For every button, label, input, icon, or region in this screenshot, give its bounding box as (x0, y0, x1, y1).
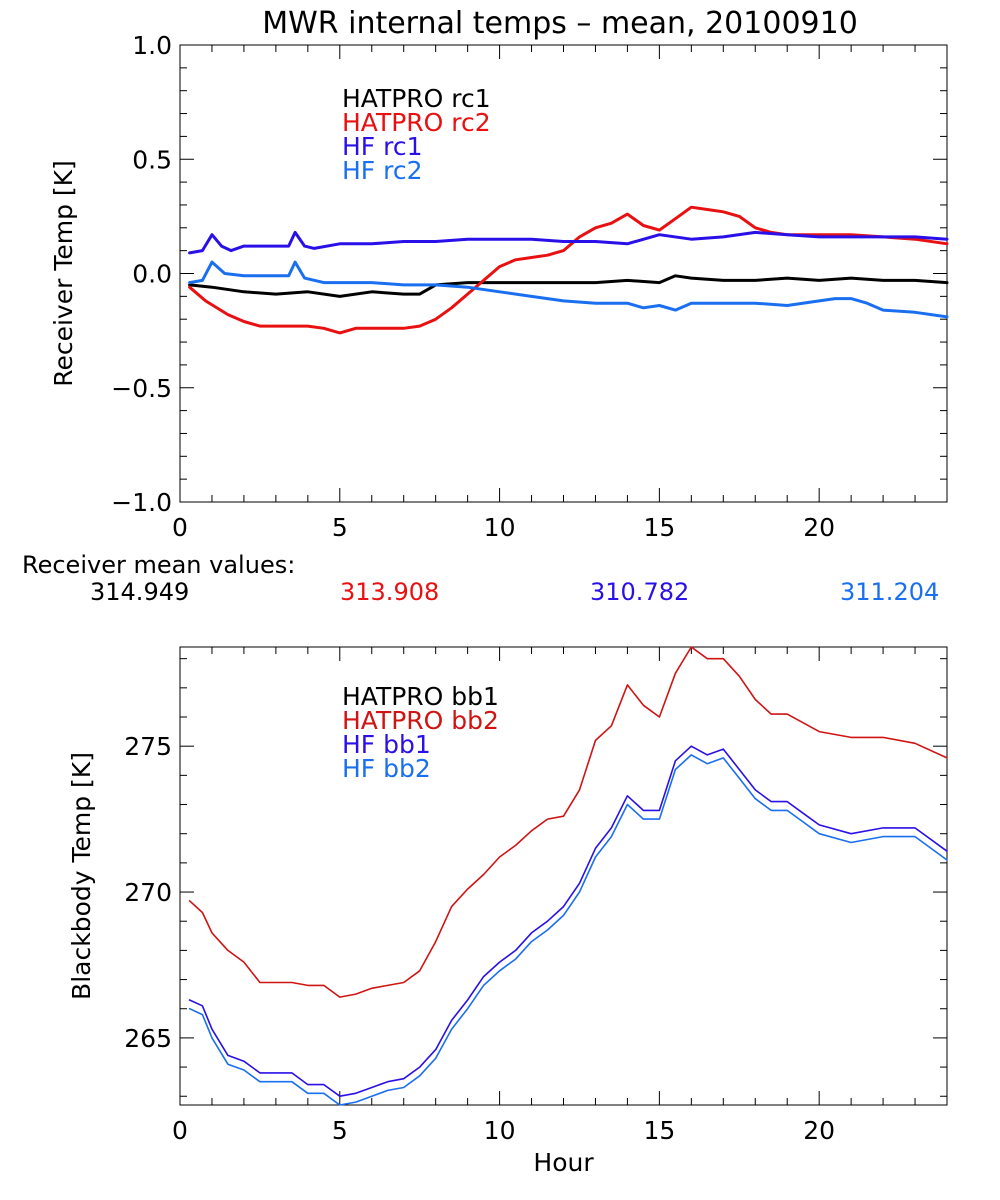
series-line (188, 205, 949, 335)
y-tick-label: 265 (124, 1024, 172, 1053)
y-tick-label: 275 (124, 732, 172, 761)
blackbody-temp-panel: 0 5 10 15 20 265 270 275 Blackbody Temp [K] Hour H… (67, 646, 948, 1177)
x-tick-label: 0 (172, 513, 188, 542)
receiver-mean-value: 311.204 (840, 578, 939, 606)
series-line (188, 745, 948, 1097)
y-tick-label: 270 (124, 878, 172, 907)
legend-entry: HF bb2 (342, 754, 431, 783)
receiver-means-label: Receiver mean values: (22, 551, 295, 579)
series-line (188, 230, 949, 255)
plot-frame (179, 44, 948, 503)
legend-entry: HATPRO bb2 (342, 706, 499, 735)
x-axis-label: Hour (533, 1148, 594, 1177)
x-tick-label: 15 (643, 1116, 675, 1145)
legend-entry: HF bb1 (342, 730, 431, 759)
y-tick-label: 0.5 (132, 145, 172, 174)
y-tick-label: 1.0 (132, 31, 172, 60)
x-tick-label: 5 (332, 513, 348, 542)
y-axis-label: Receiver Temp [K] (49, 160, 78, 387)
y-tick-label: 0.0 (132, 260, 172, 289)
x-tick-label: 0 (172, 1116, 188, 1145)
receiver-temp-panel: 0 5 10 15 20 −1.0 −0.5 0.0 0.5 1.0 Receiver Temp [… (49, 31, 949, 542)
plot-frame (179, 646, 948, 1106)
y-tick-label: −1.0 (111, 488, 172, 517)
receiver-mean-value: 313.908 (340, 578, 439, 606)
x-tick-label: 10 (484, 1116, 516, 1145)
receiver-means: Receiver mean values: 314.949 313.908 31… (22, 551, 939, 606)
series-line (188, 274, 949, 298)
x-tick-label: 15 (643, 513, 675, 542)
legend-entry: HATPRO bb1 (342, 682, 499, 711)
series-line (188, 754, 948, 1106)
legend-entry: HATPRO rc2 (342, 108, 491, 137)
legend-entry: HF rc2 (342, 156, 423, 185)
x-tick-label: 20 (803, 513, 835, 542)
legend-entry: HATPRO rc1 (342, 84, 491, 113)
x-tick-label: 20 (803, 1116, 835, 1145)
chart-title: MWR internal temps – mean, 20100910 (262, 6, 858, 41)
series-line (188, 260, 949, 319)
receiver-mean-value: 314.949 (90, 578, 189, 606)
y-axis-label: Blackbody Temp [K] (67, 752, 96, 1000)
receiver-mean-value: 310.782 (590, 578, 689, 606)
legend-entry: HF rc1 (342, 132, 423, 161)
x-tick-label: 5 (332, 1116, 348, 1145)
y-tick-label: −0.5 (111, 374, 172, 403)
series-line (188, 646, 948, 998)
x-tick-label: 10 (484, 513, 516, 542)
